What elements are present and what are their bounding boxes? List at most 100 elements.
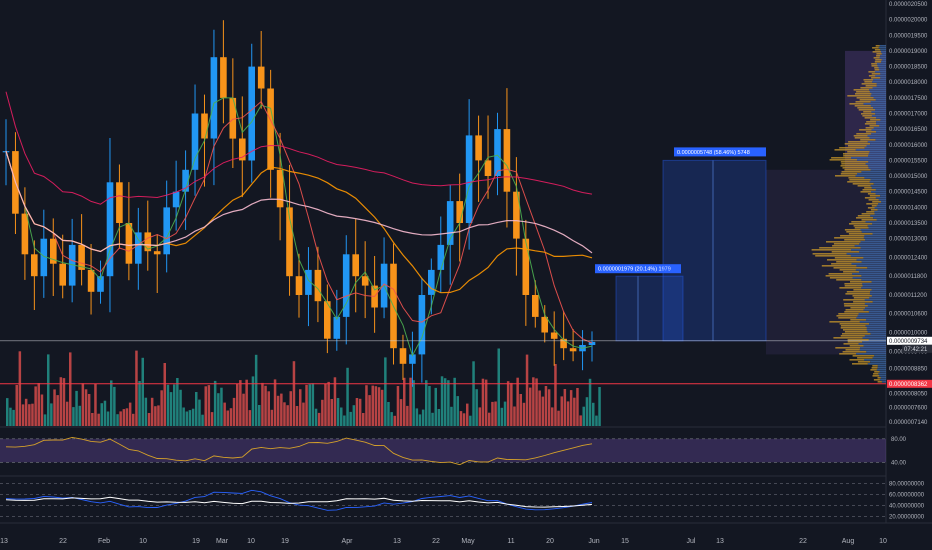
candle-body: [513, 191, 520, 239]
profile-bar: [843, 155, 868, 157]
profile-bar: [853, 89, 870, 91]
profile-bar: [872, 365, 878, 367]
profile-bar: [836, 315, 858, 317]
profile-bar: [879, 375, 886, 377]
volume-bar: [421, 409, 425, 426]
volume-bar: [585, 397, 589, 426]
candle-body: [220, 57, 227, 98]
time-axis-label: 20: [546, 538, 554, 545]
volume-bar: [169, 392, 173, 426]
profile-bar: [857, 107, 874, 109]
volume-bar: [191, 408, 195, 426]
profile-bar: [872, 223, 886, 225]
profile-bar: [875, 45, 880, 47]
profile-bar: [878, 67, 886, 69]
volume-bar: [236, 383, 239, 426]
price-axis-label: 0.0000008050: [889, 392, 928, 398]
profile-bar: [852, 295, 872, 297]
volume-bar: [336, 398, 340, 426]
volume-bar: [396, 386, 400, 426]
oscillator-line: [5, 436, 593, 466]
volume-bar: [488, 412, 491, 426]
profile-bar: [876, 83, 886, 85]
profile-bar: [858, 313, 886, 315]
profile-bar: [873, 97, 886, 99]
candle-body: [550, 332, 558, 339]
time-axis-label: 10: [139, 538, 147, 545]
volume-bar: [286, 405, 289, 426]
price-axis-label: 0.0000007600: [889, 406, 928, 412]
profile-bar: [871, 77, 881, 79]
volume-bar: [289, 391, 292, 426]
support-price-text: 0.0000008362: [889, 382, 928, 388]
volume-bar: [305, 384, 308, 426]
profile-bar: [834, 149, 856, 151]
volume-bar: [299, 389, 302, 426]
volume-bar: [409, 377, 412, 426]
volume-bar: [251, 376, 255, 426]
profile-bar: [869, 195, 881, 197]
ma-long-line: [5, 150, 593, 254]
candle-body: [532, 295, 539, 317]
price-axis-label: 0.0000016000: [889, 143, 928, 149]
profile-bar: [861, 113, 876, 115]
profile-bar: [860, 347, 886, 349]
candle-body: [106, 182, 114, 277]
profile-bar: [857, 215, 871, 217]
volume-bar: [65, 401, 69, 426]
candle-body: [163, 207, 170, 255]
indicator-axis-label: 40.00000000: [889, 504, 925, 510]
profile-bar: [867, 305, 886, 307]
volume-bar: [513, 406, 516, 426]
support-price-tag: [887, 379, 932, 388]
volume-bar: [62, 378, 66, 426]
profile-bar: [871, 73, 881, 75]
countdown-text: 07:42:21: [904, 347, 928, 353]
profile-bar: [877, 377, 881, 379]
profile-bar: [851, 263, 886, 265]
profile-bar: [861, 231, 886, 233]
profile-bar: [876, 131, 886, 133]
profile-bar: [875, 117, 886, 119]
volume-bar: [403, 377, 406, 426]
profile-bar: [868, 199, 879, 201]
measure-box-small-label-bg: [595, 264, 681, 274]
ma-mid-line: [5, 100, 593, 344]
profile-bar: [841, 171, 862, 173]
profile-bar: [844, 285, 863, 287]
volume-bar: [248, 410, 252, 426]
profile-bar: [861, 261, 886, 263]
profile-bar: [866, 351, 886, 353]
profile-bar: [829, 321, 860, 323]
ma-fast-line: [5, 97, 593, 357]
profile-bar: [843, 271, 859, 273]
profile-bar: [868, 161, 886, 163]
candle-body: [428, 269, 435, 295]
profile-bar: [831, 263, 852, 265]
volume-bar: [273, 379, 277, 426]
time-axis-label: Aug: [842, 538, 855, 545]
candle-body: [153, 251, 161, 255]
volume-bar: [69, 352, 72, 426]
profile-bar: [852, 273, 886, 275]
profile-bar: [860, 191, 871, 193]
profile-bar: [852, 355, 875, 357]
candle-body: [248, 66, 255, 161]
profile-bar: [872, 233, 886, 235]
profile-bar: [844, 311, 869, 313]
volume-bars: [6, 348, 601, 426]
volume-bar: [377, 387, 381, 426]
volume-bar: [18, 351, 22, 426]
volume-bar: [245, 379, 248, 426]
profile-bar: [878, 47, 886, 49]
candle-body: [560, 338, 567, 349]
profile-bar: [866, 329, 886, 331]
profile-bar: [840, 161, 869, 163]
volume-bar: [368, 395, 371, 426]
profile-bar: [861, 275, 886, 277]
volume-bar: [406, 405, 409, 426]
profile-bar: [879, 69, 886, 71]
volume-bar: [173, 384, 176, 426]
